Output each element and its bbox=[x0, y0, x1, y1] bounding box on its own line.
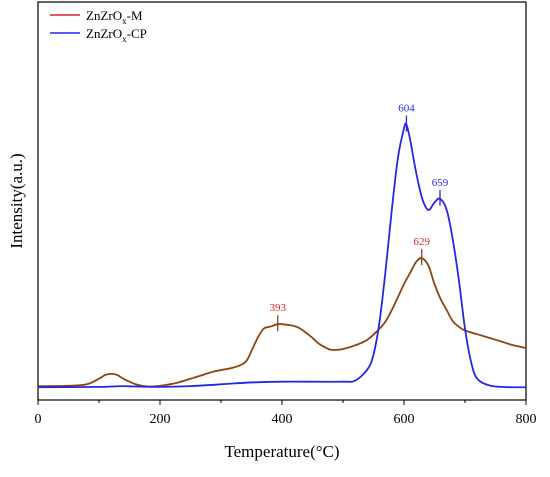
peak-annotations: 393 629 604 659 bbox=[269, 103, 449, 332]
peak-label-604: 604 bbox=[398, 103, 415, 115]
x-tick-label: 200 bbox=[150, 412, 171, 427]
x-tick-label: 400 bbox=[272, 412, 293, 427]
series-line-zn-zr-ox-m bbox=[37, 257, 527, 388]
legend-label-base: ZnZrO bbox=[86, 26, 122, 41]
legend-label-zn-zr-ox-cp: ZnZrOx-CP bbox=[86, 26, 147, 44]
plot-frame bbox=[37, 1, 527, 401]
series-layer bbox=[37, 122, 527, 389]
x-axis-label: Temperature(°C) bbox=[224, 442, 339, 461]
legend-label-zn-zr-ox-m: ZnZrOx-M bbox=[86, 8, 143, 26]
legend-label-base: ZnZrO bbox=[86, 8, 122, 23]
legend-label-sub: x bbox=[122, 34, 127, 44]
legend-label-suffix: -CP bbox=[127, 26, 147, 41]
x-tick-label: 0 bbox=[35, 412, 42, 427]
y-axis-label: Intensity(a.u.) bbox=[7, 153, 26, 248]
x-tick-label: 600 bbox=[394, 412, 415, 427]
peak-label-659: 659 bbox=[432, 177, 449, 189]
x-axis-ticks: 0 200 400 600 800 bbox=[35, 400, 537, 427]
peak-label-393: 393 bbox=[269, 302, 286, 314]
legend-label-sub: x bbox=[122, 16, 127, 26]
x-tick-label: 800 bbox=[516, 412, 537, 427]
series-line-zn-zr-ox-cp bbox=[37, 122, 527, 389]
peak-label-629: 629 bbox=[413, 236, 430, 248]
legend: ZnZrOx-M ZnZrOx-CP bbox=[50, 8, 147, 44]
legend-label-suffix: -M bbox=[127, 8, 143, 23]
